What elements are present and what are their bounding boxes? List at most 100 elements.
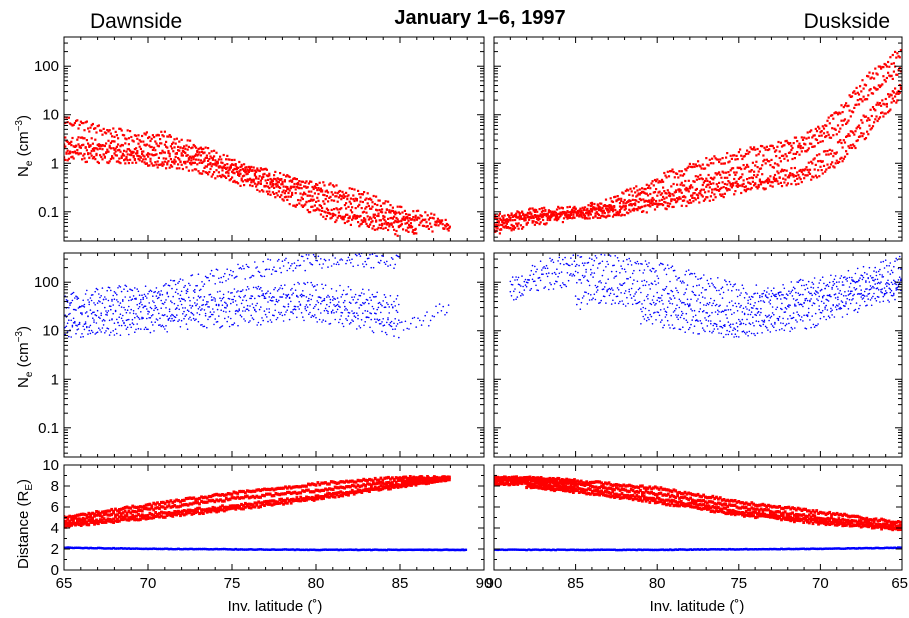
data-point (540, 210, 543, 213)
data-point (182, 307, 184, 309)
data-point (666, 189, 669, 192)
data-point (303, 185, 306, 188)
data-point (399, 321, 401, 324)
data-point (365, 316, 368, 319)
data-point (401, 211, 404, 214)
data-point (89, 309, 92, 311)
data-point (709, 195, 712, 198)
data-point (881, 111, 884, 114)
data-point (533, 223, 536, 226)
data-point (309, 262, 311, 264)
data-point (587, 210, 590, 213)
data-point (356, 328, 358, 330)
data-point (257, 270, 260, 273)
data-point (84, 160, 87, 164)
data-point (479, 227, 481, 229)
data-point (215, 151, 218, 154)
data-point (609, 255, 612, 257)
data-point (360, 319, 363, 321)
data-point (345, 293, 347, 296)
data-point (334, 257, 337, 259)
data-point (168, 134, 171, 137)
data-point (537, 218, 540, 222)
data-point (436, 217, 439, 220)
data-point (221, 166, 224, 170)
data-point (894, 95, 897, 98)
data-point (64, 314, 66, 317)
data-point (707, 173, 710, 177)
data-point (196, 299, 198, 301)
data-point (279, 313, 281, 316)
data-point (99, 301, 101, 303)
data-point (692, 163, 695, 166)
data-point (824, 135, 827, 139)
data-point (728, 280, 731, 283)
data-point (480, 233, 482, 235)
data-point (330, 288, 333, 290)
data-point (885, 65, 888, 68)
data-point (825, 124, 828, 127)
data-point (509, 219, 512, 222)
series-3 (64, 150, 400, 237)
data-point (362, 302, 364, 304)
data-point (351, 319, 353, 321)
data-point (740, 304, 742, 307)
data-point (199, 154, 202, 157)
data-point (660, 192, 664, 195)
data-point (277, 181, 280, 184)
data-point (193, 145, 196, 148)
data-point (390, 325, 393, 328)
data-point (655, 188, 658, 191)
data-point (625, 211, 629, 214)
data-point (643, 279, 646, 282)
data-point (758, 178, 761, 181)
data-point (345, 213, 348, 216)
data-point (186, 309, 189, 312)
data-point (751, 177, 754, 180)
data-point (204, 165, 207, 168)
data-point (321, 283, 323, 286)
data-point (654, 280, 656, 283)
data-point (255, 310, 257, 313)
data-point (213, 323, 215, 326)
data-point (338, 321, 340, 324)
data-point (323, 210, 326, 213)
data-point (641, 187, 644, 190)
data-point (826, 283, 829, 286)
data-point (810, 178, 813, 181)
data-point (676, 183, 679, 186)
data-point (895, 257, 897, 260)
data-point (488, 233, 490, 235)
data-point (293, 305, 296, 308)
data-point (772, 176, 775, 179)
data-point (189, 155, 192, 158)
data-point (441, 223, 444, 226)
data-point (114, 310, 117, 313)
data-point (219, 281, 221, 283)
data-point (348, 187, 351, 190)
data-point (304, 306, 307, 308)
data-point (641, 210, 644, 213)
data-point (159, 317, 161, 320)
data-point (801, 173, 805, 176)
data-point (763, 188, 766, 191)
data-point (383, 215, 386, 218)
data-point (165, 282, 167, 285)
data-point (676, 200, 679, 203)
data-point (438, 303, 441, 305)
data-point (83, 306, 86, 308)
data-point (500, 218, 503, 221)
data-point (887, 111, 890, 114)
data-point (176, 307, 178, 309)
data-point (76, 149, 79, 152)
data-point (378, 208, 381, 212)
data-point (790, 182, 793, 186)
data-point (299, 294, 302, 297)
data-point (763, 301, 766, 304)
data-point (176, 314, 178, 316)
data-point (557, 212, 560, 215)
data-point (676, 172, 679, 175)
data-point (734, 181, 737, 184)
data-point (822, 132, 826, 135)
data-point (644, 260, 647, 262)
